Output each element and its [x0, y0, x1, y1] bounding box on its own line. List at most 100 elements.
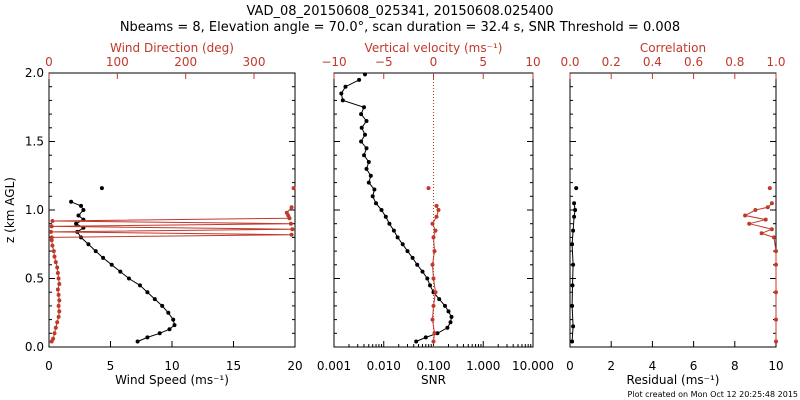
- series-point-1: [290, 227, 295, 232]
- top-tick-label: 0.6: [684, 55, 703, 69]
- series-point-1: [57, 282, 62, 286]
- series-point-0: [339, 91, 344, 96]
- residual-correlation-panel: 0 2 4 6 8 10 0.0 0.2 0.4 0.6 0.8 1.0 Residual (ms⁻¹)…: [560, 41, 785, 387]
- y-axis-label: z (km AGL): [3, 177, 17, 243]
- series-point-1: [53, 325, 58, 330]
- series-point-1: [56, 292, 61, 297]
- series-line-0: [340, 79, 453, 342]
- series-point-1: [55, 265, 60, 270]
- series-point-0: [570, 283, 575, 288]
- series-point-0: [359, 125, 364, 130]
- series-point-1: [431, 303, 436, 308]
- series-point-1: [53, 260, 58, 265]
- series-point-0: [357, 77, 362, 82]
- series-point-0: [420, 269, 425, 274]
- top-tick-label: −10: [321, 55, 346, 69]
- bottom-tick-label: 20: [287, 359, 302, 373]
- series-point-0: [340, 98, 345, 103]
- series-point-1: [56, 314, 61, 319]
- bottom-tick-label: 0.001: [317, 359, 351, 373]
- series-line-0: [571, 203, 576, 342]
- series-point-0: [570, 242, 575, 247]
- series-point-1: [431, 339, 436, 344]
- series-point-0: [160, 303, 165, 308]
- bottom-tick-label: 2: [607, 359, 615, 373]
- series-point-1: [774, 249, 778, 254]
- series-point-1: [288, 221, 293, 226]
- series-point-0: [573, 208, 578, 212]
- bottom-tick-label: 5: [107, 359, 115, 373]
- series-point-0: [572, 201, 577, 206]
- bottom-tick-label: 0: [45, 359, 53, 373]
- top-tick-label: 10: [525, 55, 540, 69]
- y-tick-label: 0.0: [25, 340, 44, 354]
- series-point-0: [448, 320, 453, 325]
- bottom-tick-label: 10: [164, 359, 179, 373]
- series-point-1: [426, 186, 431, 191]
- plot-created-footer: Plot created on Mon Oct 12 20:25:48 2015: [628, 390, 798, 399]
- series-point-0: [414, 339, 419, 344]
- series-point-1: [433, 228, 438, 233]
- series-point-1: [769, 227, 774, 232]
- series-point-0: [366, 160, 371, 164]
- series-point-1: [50, 243, 55, 248]
- top-tick-label: 5: [479, 55, 487, 69]
- bottom-axis-title: Wind Speed (ms⁻¹): [115, 373, 229, 387]
- series-point-0: [425, 276, 430, 281]
- series-point-0: [86, 242, 91, 247]
- series-point-0: [571, 324, 576, 329]
- series-point-0: [363, 132, 367, 137]
- top-tick-label: 0.0: [560, 55, 579, 69]
- series-point-0: [391, 228, 396, 233]
- series-point-1: [52, 254, 57, 259]
- series-point-0: [138, 283, 142, 288]
- series-point-1: [774, 290, 778, 295]
- series-point-0: [574, 186, 579, 191]
- series-point-0: [364, 146, 369, 151]
- series-point-0: [383, 214, 388, 219]
- series-point-0: [400, 242, 405, 247]
- bottom-tick-label: 10: [768, 359, 783, 373]
- top-tick-label: 200: [174, 55, 197, 69]
- series-point-1: [753, 208, 758, 212]
- series-point-1: [767, 186, 772, 191]
- series-point-0: [109, 262, 114, 267]
- y-tick-label: 1.5: [25, 135, 44, 149]
- series-point-0: [379, 208, 384, 212]
- y-tick-label: 2.0: [25, 66, 44, 80]
- series-line-1: [50, 206, 293, 342]
- series-point-1: [51, 336, 56, 341]
- series-point-0: [364, 166, 369, 171]
- series-point-0: [172, 323, 177, 328]
- series-point-0: [572, 214, 577, 219]
- series-point-1: [49, 224, 54, 229]
- top-tick-label: 0.8: [725, 55, 744, 69]
- series-point-0: [81, 208, 86, 212]
- series-point-1: [769, 201, 774, 206]
- series-point-0: [359, 112, 364, 117]
- series-point-0: [570, 339, 575, 344]
- series-point-1: [284, 210, 289, 215]
- series-point-0: [570, 303, 575, 308]
- y-tick-label: 1.0: [25, 203, 44, 217]
- series-point-1: [436, 208, 441, 212]
- series-point-0: [101, 255, 106, 260]
- series-point-1: [57, 309, 62, 314]
- series-point-1: [759, 231, 764, 236]
- top-tick-label: 1.0: [766, 55, 785, 69]
- figure-title-line1: VAD_08_20150608_025341, 20150608.025400: [247, 4, 554, 19]
- y-tick-label: 0.5: [25, 272, 44, 286]
- series-point-1: [289, 232, 294, 237]
- series-point-1: [765, 205, 770, 210]
- bottom-tick-label: 6: [690, 359, 698, 373]
- series-point-1: [56, 303, 61, 308]
- top-axis-title: Vertical velocity (ms⁻¹): [365, 41, 503, 55]
- series-point-1: [50, 219, 55, 223]
- series-point-1: [49, 235, 54, 240]
- series-point-0: [171, 317, 176, 322]
- bottom-tick-label: 0.010: [367, 359, 401, 373]
- plot-frame: [48, 72, 296, 348]
- series-point-1: [51, 249, 56, 254]
